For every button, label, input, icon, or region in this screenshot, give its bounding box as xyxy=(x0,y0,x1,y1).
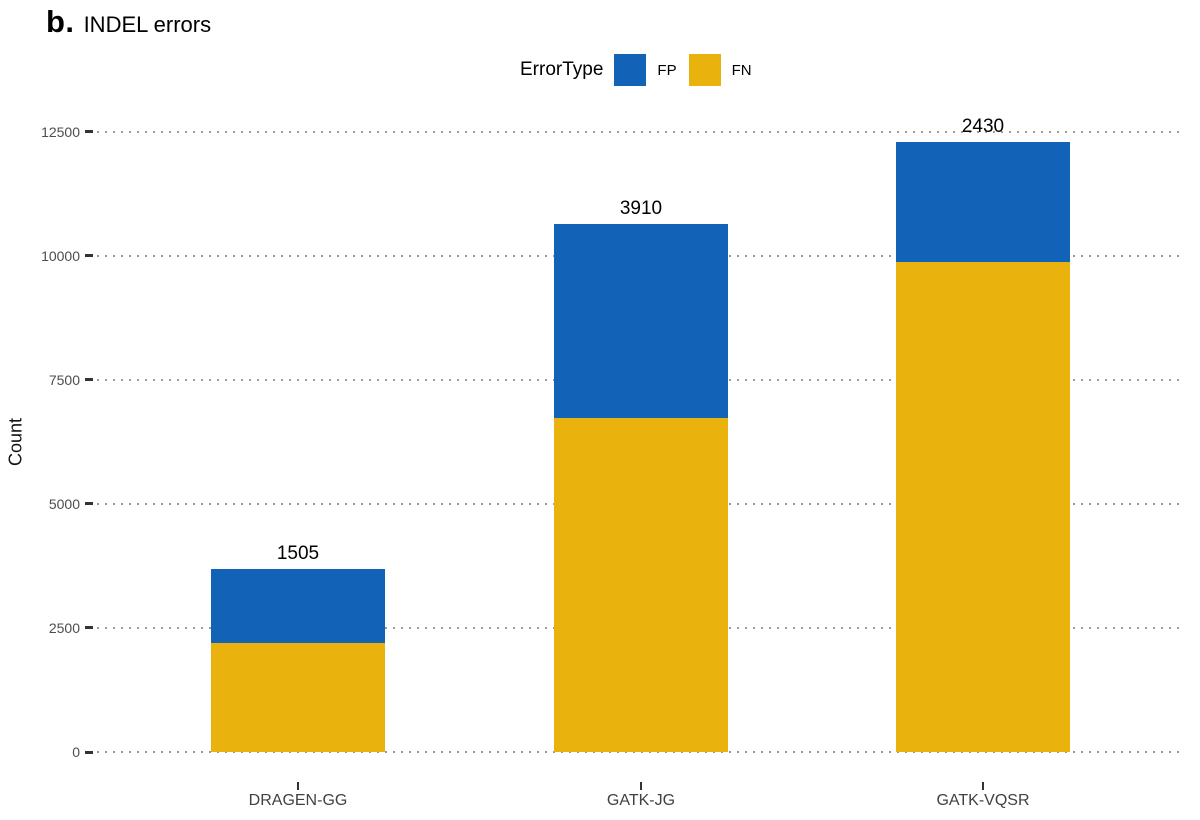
bar-segment-fn-gatk-jg xyxy=(554,417,728,752)
gridline-0 xyxy=(97,751,1184,753)
x-tick-label-dragen-gg: DRAGEN-GG xyxy=(248,792,348,809)
y-tick-label-0: 0 xyxy=(72,744,80,760)
gridline-12500 xyxy=(97,130,1184,133)
x-tick-mark-dragen-gg xyxy=(297,782,299,790)
legend-label-fn: FN xyxy=(731,61,752,79)
legend-title: ErrorType xyxy=(520,59,604,80)
y-tick-label-5000: 5000 xyxy=(48,495,80,512)
title-text: INDEL errors xyxy=(83,12,212,37)
legend: ErrorType FP FN xyxy=(520,53,764,87)
figure-title: b. INDEL errors xyxy=(46,4,211,40)
bar-segment-fp-gatk-jg xyxy=(554,223,728,418)
y-tick-mark-12500 xyxy=(85,130,93,133)
y-tick-mark-0 xyxy=(85,750,93,754)
x-tick-mark-gatk-jg xyxy=(640,782,642,790)
y-axis-title: Count xyxy=(5,417,26,467)
y-tick-mark-10000 xyxy=(85,254,93,258)
legend-swatch-fp xyxy=(614,54,647,86)
legend-label-fp: FP xyxy=(657,61,677,79)
value-label-fp-gatk-jg: 3910 xyxy=(619,197,663,219)
y-tick-label-12500: 12500 xyxy=(41,123,80,140)
x-tick-label-gatk-vqsr: GATK-VQSR xyxy=(936,792,1030,809)
legend-swatch-fn xyxy=(688,54,721,86)
value-label-fp-dragen-gg: 1505 xyxy=(276,542,320,564)
y-tick-label-2500: 2500 xyxy=(48,619,80,636)
y-tick-label-7500: 7500 xyxy=(48,371,80,388)
y-tick-mark-5000 xyxy=(85,502,93,506)
x-tick-mark-gatk-vqsr xyxy=(982,782,984,790)
panel-label: b. xyxy=(46,4,75,39)
bar-segment-fn-gatk-vqsr xyxy=(896,262,1070,752)
value-label-fp-gatk-vqsr: 2430 xyxy=(961,115,1005,137)
bar-segment-fp-gatk-vqsr xyxy=(896,141,1070,263)
y-tick-mark-7500 xyxy=(85,378,93,382)
bar-segment-fn-dragen-gg xyxy=(211,643,385,752)
bar-segment-fp-dragen-gg xyxy=(211,568,385,644)
x-tick-label-gatk-jg: GATK-JG xyxy=(606,792,676,809)
y-tick-mark-2500 xyxy=(85,626,93,630)
y-tick-label-10000: 10000 xyxy=(41,247,80,264)
